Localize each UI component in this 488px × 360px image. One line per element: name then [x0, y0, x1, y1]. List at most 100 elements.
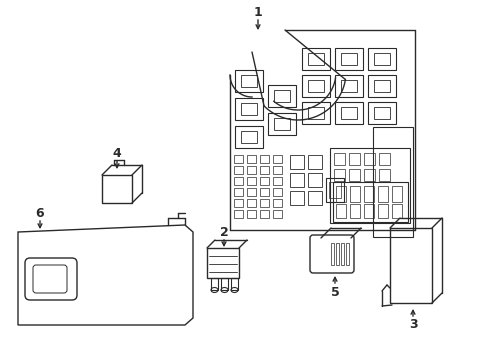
Bar — [302, 75, 329, 97]
Bar — [373, 80, 389, 92]
Bar — [234, 177, 243, 185]
FancyBboxPatch shape — [25, 258, 77, 300]
Bar — [246, 166, 256, 174]
Bar — [363, 204, 373, 218]
Bar — [363, 169, 374, 181]
Bar — [230, 278, 238, 290]
Bar — [332, 182, 407, 222]
Bar — [272, 177, 282, 185]
Bar — [241, 103, 257, 115]
Text: 1: 1 — [253, 5, 262, 18]
Bar — [377, 204, 387, 218]
Bar — [372, 127, 412, 237]
Bar — [335, 243, 338, 265]
Bar — [363, 186, 373, 202]
Bar — [334, 102, 362, 124]
Bar — [246, 210, 256, 218]
Bar — [349, 204, 359, 218]
Bar — [302, 102, 329, 124]
Bar — [340, 107, 356, 119]
FancyBboxPatch shape — [309, 235, 353, 273]
Bar — [260, 188, 268, 196]
Bar — [349, 186, 359, 202]
Bar — [378, 169, 389, 181]
Bar — [235, 98, 263, 120]
Bar — [267, 85, 295, 107]
Bar — [273, 90, 289, 102]
Bar — [378, 153, 389, 165]
Bar — [260, 210, 268, 218]
Bar — [246, 177, 256, 185]
Bar — [340, 80, 356, 92]
Bar — [206, 248, 239, 278]
Bar — [307, 53, 324, 65]
Bar — [246, 188, 256, 196]
Bar — [329, 148, 409, 223]
Bar — [367, 75, 395, 97]
Bar — [328, 182, 340, 198]
Bar — [307, 191, 321, 205]
Bar — [335, 186, 346, 202]
Bar — [346, 243, 348, 265]
Bar — [235, 70, 263, 92]
Bar — [389, 228, 431, 303]
Bar — [307, 155, 321, 169]
Bar — [234, 155, 243, 163]
Bar — [307, 80, 324, 92]
Bar — [302, 48, 329, 70]
Bar — [373, 53, 389, 65]
Bar — [289, 155, 304, 169]
Bar — [377, 186, 387, 202]
Bar — [330, 243, 333, 265]
Bar — [289, 191, 304, 205]
Bar — [273, 118, 289, 130]
Bar — [333, 169, 345, 181]
Bar — [335, 204, 346, 218]
Bar — [260, 199, 268, 207]
Bar — [373, 107, 389, 119]
FancyBboxPatch shape — [33, 265, 67, 293]
Bar — [348, 153, 359, 165]
Bar — [260, 155, 268, 163]
Bar — [334, 48, 362, 70]
Bar — [234, 210, 243, 218]
Bar — [234, 188, 243, 196]
Bar — [260, 177, 268, 185]
Bar — [246, 155, 256, 163]
Bar — [102, 175, 132, 203]
Polygon shape — [18, 225, 193, 325]
Bar — [307, 173, 321, 187]
Bar — [340, 243, 343, 265]
Bar — [272, 155, 282, 163]
Bar — [334, 75, 362, 97]
Bar — [246, 199, 256, 207]
Text: 4: 4 — [112, 147, 121, 159]
Bar — [348, 169, 359, 181]
Text: 5: 5 — [330, 285, 339, 298]
Bar — [333, 153, 345, 165]
Bar — [272, 166, 282, 174]
Bar — [241, 75, 257, 87]
Bar — [272, 188, 282, 196]
Bar — [267, 113, 295, 135]
Bar — [391, 186, 401, 202]
Text: 6: 6 — [36, 207, 44, 220]
Text: 2: 2 — [219, 225, 228, 239]
Bar — [235, 126, 263, 148]
Bar — [367, 48, 395, 70]
Bar — [307, 107, 324, 119]
Bar — [260, 166, 268, 174]
Bar — [272, 210, 282, 218]
Bar — [234, 166, 243, 174]
Text: 3: 3 — [408, 319, 416, 332]
Bar — [367, 102, 395, 124]
Bar — [391, 204, 401, 218]
Bar — [241, 131, 257, 143]
Bar — [289, 173, 304, 187]
Bar — [363, 153, 374, 165]
Bar — [272, 199, 282, 207]
Bar — [221, 278, 227, 290]
Bar — [325, 178, 343, 202]
Bar — [234, 199, 243, 207]
Bar — [340, 53, 356, 65]
